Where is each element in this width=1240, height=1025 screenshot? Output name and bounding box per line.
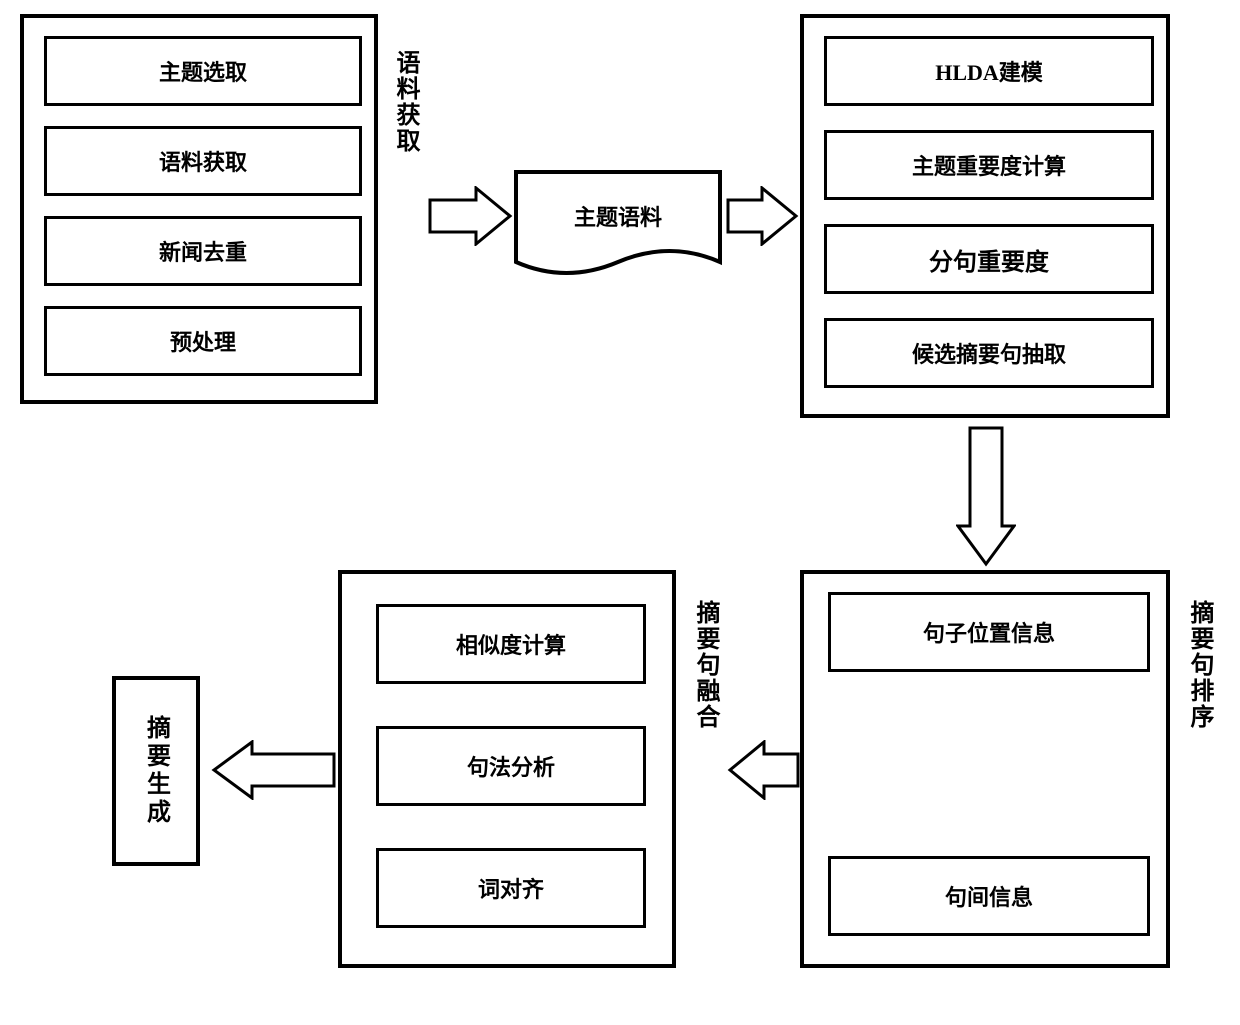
item-syntax-analysis: 句法分析 <box>376 726 646 806</box>
corpus-document: 主题语料 <box>514 170 722 278</box>
item-preprocess: 预处理 <box>44 306 362 376</box>
output-label: 摘要生成 <box>139 715 174 827</box>
arrow-corpus-stage2 <box>726 186 800 246</box>
item-sentence-importance: 分句重要度 <box>824 224 1154 294</box>
stage-corpus-acquisition: 主题选取 语料获取 新闻去重 预处理 <box>20 14 378 404</box>
stage-sentence-ordering: 句子位置信息 句间信息 <box>800 570 1170 968</box>
item-inter-sentence-info: 句间信息 <box>828 856 1150 936</box>
item-hlda-modeling: HLDA建模 <box>824 36 1154 106</box>
arrow-stage4-stage3 <box>726 740 800 800</box>
item-candidate-extract: 候选摘要句抽取 <box>824 318 1154 388</box>
label-sentence-fusion: 摘要句融合 <box>688 600 723 730</box>
arrow-stage2-stage4 <box>956 426 1016 568</box>
label-sentence-ordering: 摘要句排序 <box>1182 600 1217 730</box>
item-word-align: 词对齐 <box>376 848 646 928</box>
output-summary-generation: 摘要生成 <box>112 676 200 866</box>
item-topic-importance: 主题重要度计算 <box>824 130 1154 200</box>
arrow-stage1-corpus <box>428 186 514 246</box>
corpus-label: 主题语料 <box>514 170 722 262</box>
item-similarity: 相似度计算 <box>376 604 646 684</box>
arrow-stage3-output <box>210 740 336 800</box>
stage-sentence-fusion: 相似度计算 句法分析 词对齐 <box>338 570 676 968</box>
item-position-info: 句子位置信息 <box>828 592 1150 672</box>
item-topic-selection: 主题选取 <box>44 36 362 106</box>
item-news-dedup: 新闻去重 <box>44 216 362 286</box>
item-corpus-acquire: 语料获取 <box>44 126 362 196</box>
label-corpus-acquisition: 语料获取 <box>388 50 423 154</box>
stage-modeling: HLDA建模 主题重要度计算 分句重要度 候选摘要句抽取 <box>800 14 1170 418</box>
